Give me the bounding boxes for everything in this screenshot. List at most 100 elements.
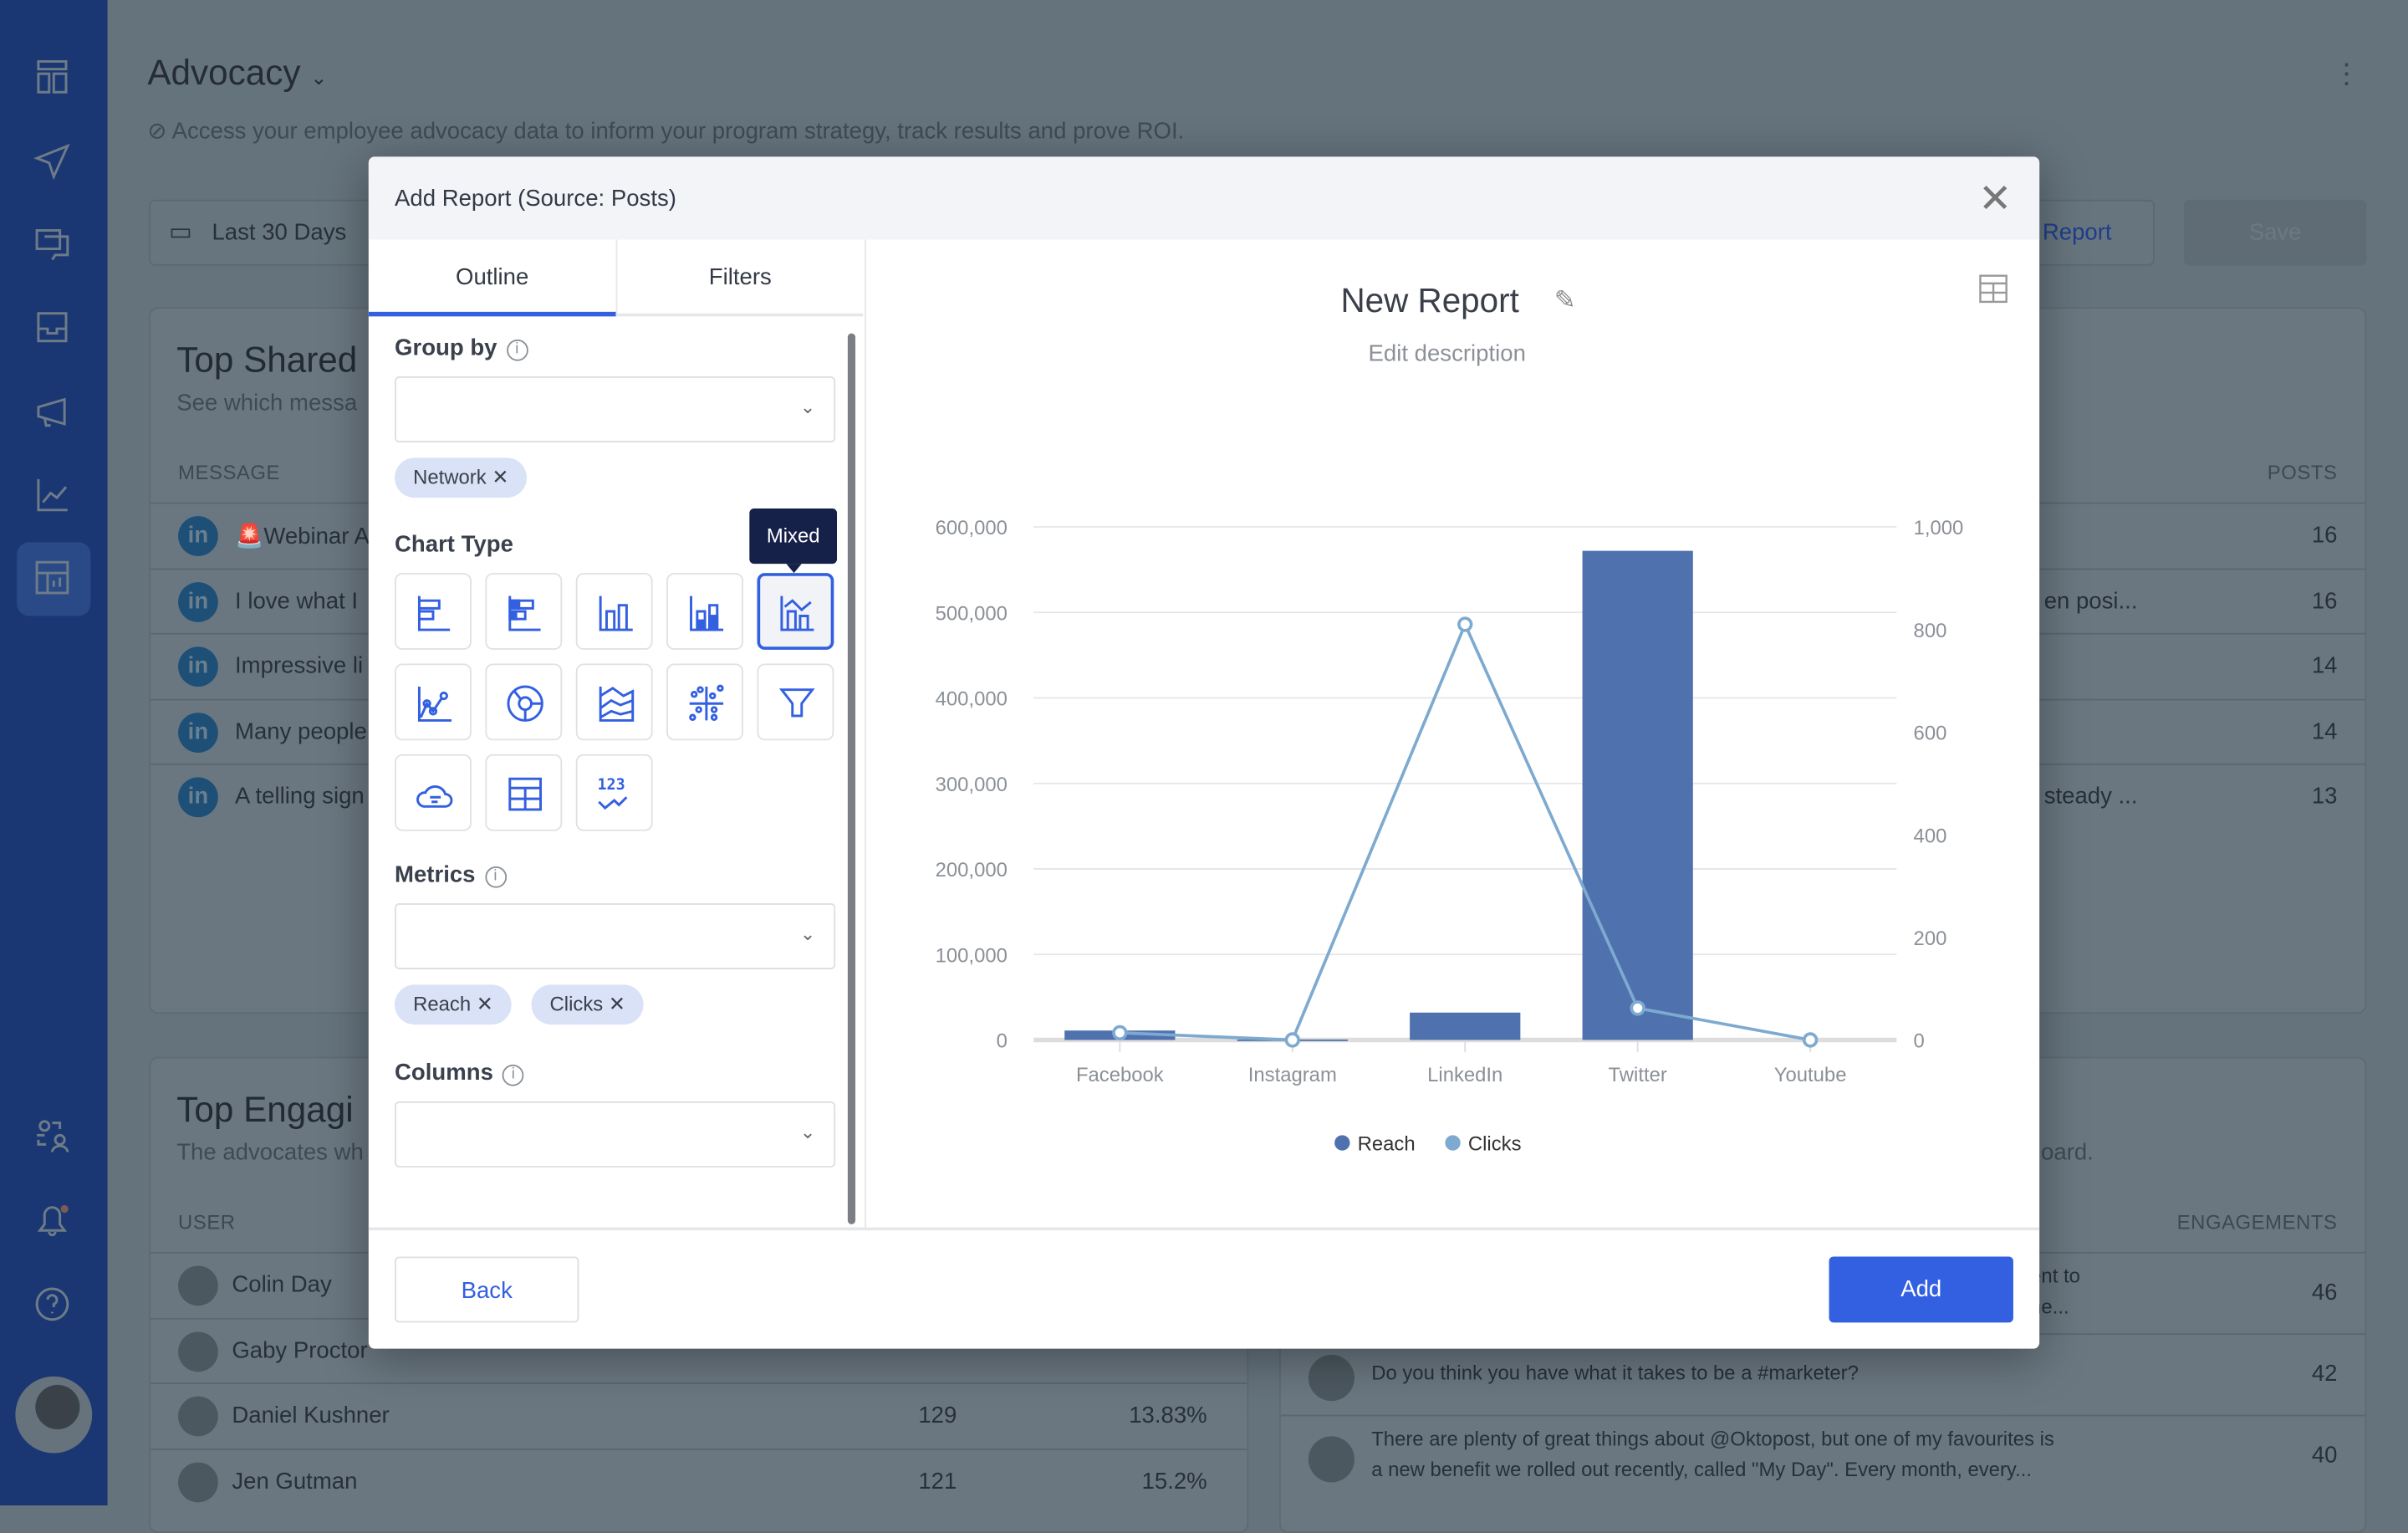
info-icon[interactable]: i bbox=[502, 1064, 524, 1086]
remove-chip-icon[interactable]: ✕ bbox=[608, 992, 625, 1016]
user-avatar bbox=[178, 1396, 218, 1437]
message-text-tail: steady ... bbox=[2043, 783, 2138, 810]
info-icon[interactable]: i bbox=[506, 339, 528, 361]
chip-clicks: Clicks ✕ bbox=[531, 984, 644, 1025]
column-header-engagements[interactable]: ENGAGEMENTS bbox=[2176, 1210, 2338, 1234]
chevron-down-icon: ⌄ bbox=[799, 396, 816, 418]
chart-type-table[interactable] bbox=[485, 754, 563, 831]
page-title-text: Advocacy bbox=[147, 52, 301, 93]
analytics-icon[interactable] bbox=[31, 473, 77, 519]
date-range-picker[interactable]: ▭ Last 30 Days bbox=[149, 199, 395, 266]
word-cloud-chart-icon bbox=[416, 785, 453, 808]
point-clicks-linkedin[interactable] bbox=[1457, 616, 1473, 632]
chart-type-scatter[interactable] bbox=[666, 663, 743, 741]
sidebar-active-highlight bbox=[17, 542, 91, 616]
modal-header: Add Report (Source: Posts) ✕ bbox=[368, 156, 2040, 240]
point-clicks-instagram[interactable] bbox=[1284, 1032, 1300, 1048]
point-clicks-twitter[interactable] bbox=[1630, 1000, 1645, 1016]
remove-chip-icon[interactable]: ✕ bbox=[476, 992, 493, 1016]
user-avatar bbox=[1308, 1436, 1354, 1483]
user-avatar bbox=[178, 1461, 218, 1502]
hidden-eye-icon: ⊘ bbox=[147, 118, 167, 145]
chart-type-donut[interactable] bbox=[485, 663, 563, 741]
chart-type-word-cloud[interactable] bbox=[395, 754, 472, 831]
bar-reach-linkedin[interactable] bbox=[1410, 1012, 1521, 1040]
column-header-posts[interactable]: POSTS bbox=[2267, 461, 2338, 484]
page-title[interactable]: Advocacy ⌄ bbox=[147, 52, 327, 94]
tab-outline[interactable]: Outline bbox=[368, 240, 616, 317]
edit-description[interactable]: Edit description bbox=[1368, 340, 1526, 367]
chart-type-mixed[interactable] bbox=[757, 573, 834, 650]
add-report-modal: Add Report (Source: Posts) ✕ Outline Fil… bbox=[368, 156, 2040, 1349]
close-icon[interactable]: ✕ bbox=[1978, 175, 2013, 222]
table-view-icon[interactable] bbox=[1978, 273, 2009, 304]
user-rate: 13.83% bbox=[1129, 1402, 1207, 1429]
megaphone-icon[interactable] bbox=[31, 391, 77, 437]
chip-label: Clicks bbox=[549, 992, 604, 1016]
post-text: Do you think you have what it takes to b… bbox=[1371, 1361, 1859, 1384]
columns-label-text: Columns bbox=[395, 1060, 493, 1086]
left-panel-scrollbar[interactable] bbox=[847, 333, 856, 1224]
table-row[interactable]: Colin Day bbox=[150, 1251, 1247, 1316]
x-tick-label: Youtube bbox=[1774, 1064, 1847, 1086]
user-avatar bbox=[178, 1265, 218, 1306]
chart-type-column-stacked[interactable] bbox=[666, 573, 743, 650]
chart-type-bar-horizontal[interactable] bbox=[395, 573, 472, 650]
message-text: 🚨Webinar A bbox=[235, 524, 370, 550]
point-clicks-youtube[interactable] bbox=[1802, 1032, 1819, 1048]
legend-marker bbox=[1334, 1135, 1350, 1151]
group-by-select[interactable]: ⌄ bbox=[395, 376, 836, 442]
legend-item-clicks[interactable]: Clicks bbox=[1445, 1133, 1522, 1156]
info-icon[interactable]: i bbox=[484, 866, 507, 888]
table-row[interactable]: There are plenty of great things about @… bbox=[1280, 1414, 2365, 1496]
sidebar bbox=[0, 0, 108, 1505]
report-title[interactable]: New Report bbox=[1340, 281, 1519, 320]
legend-label: Clicks bbox=[1468, 1133, 1522, 1156]
add-button[interactable]: Add bbox=[1829, 1256, 2013, 1323]
column-header-user[interactable]: USER bbox=[178, 1210, 236, 1234]
card-subtitle: The advocates wh bbox=[176, 1139, 364, 1167]
y-right-tick-label: 1,000 bbox=[1914, 517, 1964, 539]
chart-type-line[interactable] bbox=[395, 663, 472, 741]
user-avatar[interactable] bbox=[15, 1376, 93, 1454]
table-row[interactable]: Jen Gutman 121 15.2% bbox=[150, 1448, 1247, 1512]
more-options-icon[interactable]: ⋮ bbox=[2332, 58, 2361, 89]
advocates-icon[interactable] bbox=[31, 1115, 77, 1161]
legend-item-reach[interactable]: Reach bbox=[1334, 1133, 1416, 1156]
chart-type-area[interactable] bbox=[575, 663, 653, 741]
x-tick-label: Twitter bbox=[1609, 1064, 1667, 1086]
column-header-message[interactable]: MESSAGE bbox=[178, 461, 281, 484]
chart-type-funnel[interactable] bbox=[757, 663, 834, 741]
back-button[interactable]: Back bbox=[395, 1256, 579, 1323]
line-clicks bbox=[1120, 620, 1811, 1042]
chart-type-kpi[interactable]: 123 bbox=[575, 754, 653, 831]
metrics-label-text: Metrics bbox=[395, 861, 476, 888]
metrics-select[interactable]: ⌄ bbox=[395, 902, 836, 969]
chevron-down-icon: ⌄ bbox=[799, 1121, 816, 1143]
chart-type-column[interactable] bbox=[575, 573, 653, 650]
send-icon[interactable] bbox=[31, 138, 77, 184]
linkedin-icon: in bbox=[178, 581, 218, 621]
help-icon[interactable] bbox=[31, 1283, 77, 1329]
x-tick-label: Facebook bbox=[1076, 1064, 1164, 1086]
save-button[interactable]: Save bbox=[2183, 199, 2367, 266]
table-row[interactable]: Daniel Kushner 129 13.83% bbox=[150, 1382, 1247, 1447]
line-chart-icon bbox=[417, 687, 452, 722]
panel-divider bbox=[865, 239, 866, 1228]
kpi-chart-icon: 123 bbox=[597, 776, 628, 810]
column-stacked-chart-icon bbox=[690, 595, 724, 631]
inbox-icon[interactable] bbox=[31, 306, 77, 352]
point-clicks-facebook[interactable] bbox=[1112, 1025, 1128, 1041]
y-left-tick-label: 100,000 bbox=[936, 944, 1008, 967]
columns-select[interactable]: ⌄ bbox=[395, 1101, 836, 1168]
dashboard-icon[interactable] bbox=[31, 55, 77, 101]
messages-icon[interactable] bbox=[31, 221, 77, 267]
edit-pencil-icon[interactable]: ✎ bbox=[1553, 285, 1576, 315]
notifications-bell-icon[interactable] bbox=[31, 1198, 77, 1244]
reports-icon[interactable] bbox=[31, 556, 77, 602]
remove-chip-icon[interactable]: ✕ bbox=[492, 465, 509, 489]
chart-type-bar-horizontal-stacked[interactable] bbox=[485, 573, 563, 650]
bar-reach-twitter[interactable] bbox=[1582, 550, 1693, 1040]
tab-filters[interactable]: Filters bbox=[615, 239, 864, 317]
engagement-count: 40 bbox=[2311, 1442, 2338, 1469]
